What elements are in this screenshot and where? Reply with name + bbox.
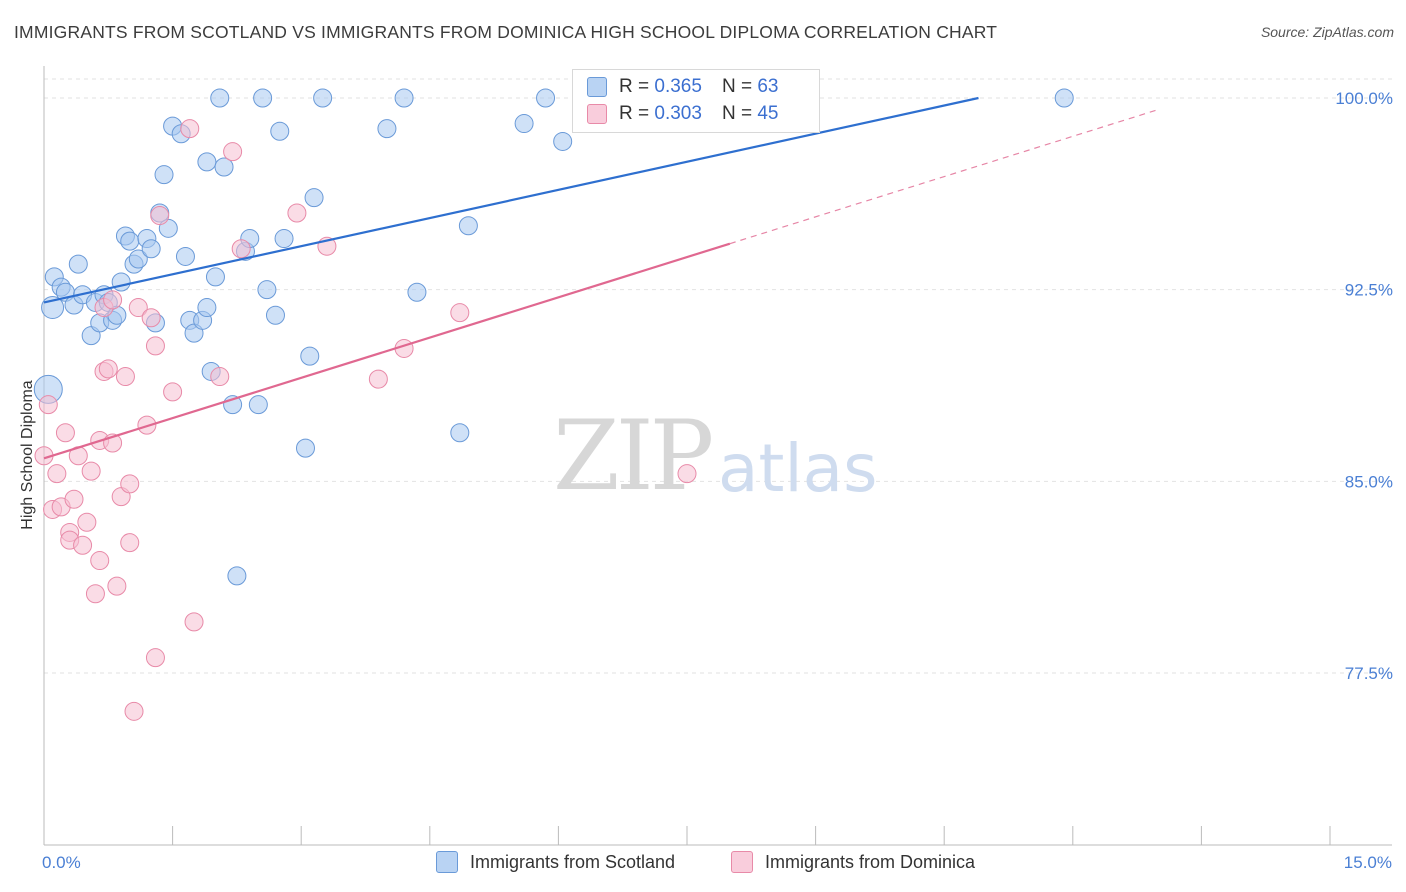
scotland-point <box>214 157 234 177</box>
dominica-trendline-extension <box>729 108 1159 245</box>
legend-swatch-scotland <box>436 851 458 873</box>
y-tick-label: 92.5% <box>1345 281 1393 300</box>
legend-item-dominica[interactable]: Immigrants from Dominica <box>731 851 975 873</box>
scotland-point <box>128 249 148 269</box>
scotland-point <box>304 188 324 208</box>
dominica-point <box>145 336 165 356</box>
scotland-point <box>210 88 230 108</box>
watermark-atlas: atlas <box>718 430 878 507</box>
scotland-point <box>197 298 217 318</box>
scotland-point <box>248 395 268 415</box>
r-value-scotland: 0.365 <box>654 76 702 97</box>
n-value-scotland: 63 <box>757 76 779 97</box>
scotland-point <box>450 423 470 443</box>
source-label: Source: ZipAtlas.com <box>1260 24 1394 40</box>
series-legend: Immigrants from Scotland Immigrants from… <box>0 851 1406 877</box>
legend-swatch-dominica <box>731 851 753 873</box>
dominica-point <box>120 474 140 494</box>
scotland-point <box>205 267 225 287</box>
dominica-point <box>124 701 144 721</box>
legend-swatch-scotland <box>587 77 607 97</box>
scotland-point <box>197 152 217 172</box>
x-tick-label-min: 0.0% <box>42 853 81 872</box>
scotland-point <box>154 165 174 185</box>
dominica-point <box>64 489 84 509</box>
dominica-point <box>150 206 170 226</box>
scotland-point <box>253 88 273 108</box>
scotland-point <box>141 239 161 259</box>
dominica-point <box>163 382 183 402</box>
n-value-dominica: 45 <box>757 103 779 124</box>
scotland-point <box>514 114 534 134</box>
scotland-point <box>407 282 427 302</box>
dominica-point <box>47 464 67 484</box>
n-label: N = <box>721 103 753 124</box>
scotland-point <box>295 438 315 458</box>
dominica-point <box>77 512 97 532</box>
dominica-point <box>38 395 58 415</box>
dominica-point <box>223 142 243 162</box>
scotland-point <box>68 254 88 274</box>
dominica-point <box>180 119 200 139</box>
scotland-trendline <box>43 96 979 304</box>
dominica-point <box>90 551 110 571</box>
dominica-point <box>103 290 123 310</box>
dominica-point <box>73 535 93 555</box>
dominica-trendline <box>43 242 731 460</box>
dominica-point <box>107 576 127 596</box>
scotland-point <box>265 305 285 325</box>
dominica-point <box>184 612 204 632</box>
legend-label-scotland: Immigrants from Scotland <box>470 851 676 872</box>
dominica-point <box>141 308 161 328</box>
legend-item-scotland[interactable]: Immigrants from Scotland <box>436 851 675 873</box>
dominica-point <box>98 359 118 379</box>
legend-label-dominica: Immigrants from Dominica <box>765 851 976 872</box>
scotland-point <box>536 88 556 108</box>
y-tick-label: 77.5% <box>1345 664 1393 683</box>
dominica-point <box>368 369 388 389</box>
scotland-point <box>274 229 294 249</box>
dominica-point <box>210 367 230 387</box>
dominica-point <box>55 423 75 443</box>
y-tick-label: 85.0% <box>1345 472 1393 491</box>
scotland-point <box>458 216 478 236</box>
r-value-dominica: 0.303 <box>654 103 702 124</box>
scotland-point <box>553 131 573 151</box>
dominica-point <box>287 203 307 223</box>
dominica-point <box>145 648 165 668</box>
legend-row-dominica: R = 0.303 N = 45 <box>587 102 778 126</box>
legend-swatch-dominica <box>587 104 607 124</box>
scotland-point <box>1054 88 1074 108</box>
dominica-point <box>450 303 470 323</box>
dominica-point <box>231 239 251 259</box>
dominica-point <box>85 584 105 604</box>
correlation-legend: R = 0.365 N = 63 R = 0.303 N = 45 <box>572 69 820 133</box>
scotland-point <box>257 280 277 300</box>
y-axis-label: High School Diploma <box>19 380 36 530</box>
watermark-zip: ZIP <box>553 400 714 512</box>
dominica-point <box>115 367 135 387</box>
legend-row-scotland: R = 0.365 N = 63 <box>587 75 778 99</box>
dominica-point <box>120 533 140 553</box>
scotland-point <box>227 566 247 586</box>
scotland-point <box>300 346 320 366</box>
r-label: R = <box>619 103 650 124</box>
y-tick-label: 100.0% <box>1335 89 1393 108</box>
dominica-point <box>677 464 697 484</box>
r-label: R = <box>619 76 650 97</box>
dominica-point <box>128 298 148 318</box>
scotland-point <box>175 246 195 266</box>
chart-title: IMMIGRANTS FROM SCOTLAND VS IMMIGRANTS F… <box>14 22 998 42</box>
scotland-point <box>313 88 333 108</box>
scotland-point <box>111 272 131 292</box>
n-label: N = <box>721 76 753 97</box>
scotland-point <box>394 88 414 108</box>
scotland-point <box>377 119 397 139</box>
scotland-point <box>270 121 290 141</box>
x-tick-label-max: 15.0% <box>1343 853 1392 872</box>
dominica-point <box>81 461 101 481</box>
scotland-point <box>120 231 140 251</box>
